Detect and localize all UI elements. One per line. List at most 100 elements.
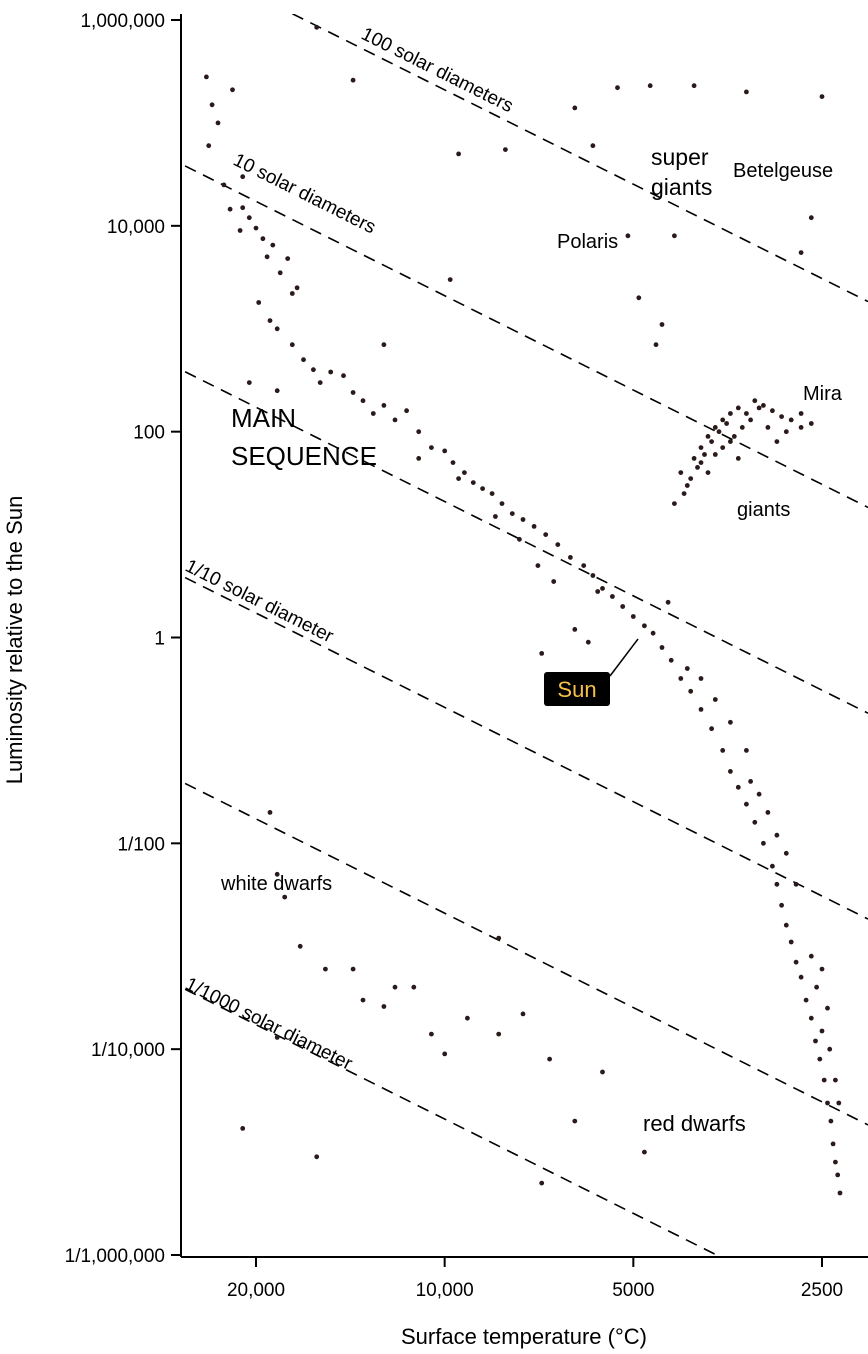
star-point (724, 421, 729, 426)
star-point (442, 1051, 448, 1057)
annotation-betelgeuse: Betelgeuse (733, 160, 833, 182)
star-point (770, 408, 775, 414)
star-point (610, 594, 615, 599)
star-point (274, 1035, 280, 1040)
star-point (813, 1038, 818, 1044)
star-point (314, 1154, 320, 1160)
star-point (416, 456, 422, 461)
y-tick-label: 1 (154, 629, 165, 650)
star-point (392, 417, 398, 423)
star-point (246, 380, 252, 385)
diameter-line (181, 574, 868, 920)
y-tick-label: 1/1,000,000 (65, 1246, 165, 1267)
star-point (665, 599, 671, 605)
star-point (480, 486, 485, 491)
star-point (289, 342, 295, 348)
star-point (572, 1118, 578, 1124)
star-point (678, 676, 684, 681)
star-point (798, 411, 804, 416)
star-point (720, 445, 726, 450)
star-point (600, 586, 605, 591)
star-point (270, 242, 276, 248)
x-tick-label: 5000 (612, 1280, 654, 1301)
star-point (456, 151, 461, 157)
star-point (206, 143, 212, 149)
star-point (783, 850, 789, 856)
star-point (744, 411, 749, 416)
star-point (520, 1011, 526, 1017)
star-point (739, 425, 745, 430)
star-point (568, 555, 573, 560)
star-point (712, 697, 718, 702)
star-point (595, 589, 601, 594)
star-point (442, 448, 448, 454)
star-point (323, 966, 328, 972)
star-point (360, 398, 366, 404)
star-point (620, 604, 626, 609)
star-point (240, 205, 246, 211)
star-point (360, 997, 366, 1003)
star-point (370, 411, 376, 416)
star-point (698, 445, 704, 450)
star-point (429, 1031, 434, 1037)
star-point (260, 236, 266, 242)
star-point (803, 997, 809, 1003)
star-point (209, 102, 215, 108)
diameter-label: 10 solar diameters (230, 150, 379, 239)
star-point (350, 966, 356, 972)
star-point (808, 953, 814, 959)
diameter-labels: 100 solar diameters 10 solar diameters 1/1… (182, 24, 517, 1075)
star-point (311, 367, 316, 373)
star-point (705, 470, 711, 475)
star-point (659, 645, 665, 650)
star-point (289, 291, 295, 296)
star-point (705, 434, 711, 439)
star-point (748, 417, 753, 423)
star-point (240, 1126, 246, 1131)
sun-pointer-line (609, 638, 639, 677)
star-point (416, 429, 422, 435)
star-point (793, 959, 799, 965)
star-point (590, 143, 596, 149)
star-point (744, 748, 749, 753)
annotation-super: super (651, 144, 709, 170)
star-point (581, 563, 587, 568)
star-point (752, 398, 758, 404)
star-point (830, 1141, 836, 1147)
star-point (808, 215, 814, 221)
star-point (691, 456, 697, 461)
diameter-label: 1/1000 solar diameter (182, 974, 356, 1075)
star-point (496, 1031, 502, 1037)
star-point (752, 819, 758, 825)
star-point (698, 707, 704, 712)
star-point (246, 215, 252, 221)
star-point (294, 285, 300, 291)
star-point (688, 688, 694, 694)
star-point (712, 452, 718, 457)
star-point (837, 1190, 843, 1196)
star-point (774, 439, 780, 444)
star-point (470, 480, 476, 485)
star-point (499, 501, 505, 506)
star-point (465, 1015, 470, 1021)
star-point (774, 881, 780, 887)
star-point (600, 1069, 605, 1075)
star-point (688, 476, 694, 481)
star-point (456, 476, 461, 481)
star-point (716, 429, 722, 435)
star-point (543, 532, 549, 537)
star-point (539, 651, 545, 656)
star-point (672, 233, 677, 239)
star-point (712, 425, 718, 430)
star-point (636, 295, 642, 301)
star-point (720, 748, 726, 753)
x-ticks: 20,000 10,000 5000 2500 (227, 1257, 843, 1301)
star-point (825, 1005, 830, 1011)
x-tick-label: 2500 (801, 1280, 843, 1301)
annotation-main: MAIN (231, 403, 296, 433)
x-tick-label: 10,000 (416, 1280, 474, 1301)
diameter-line (181, 368, 868, 714)
star-point (253, 225, 259, 231)
sun-label-box (544, 672, 610, 706)
